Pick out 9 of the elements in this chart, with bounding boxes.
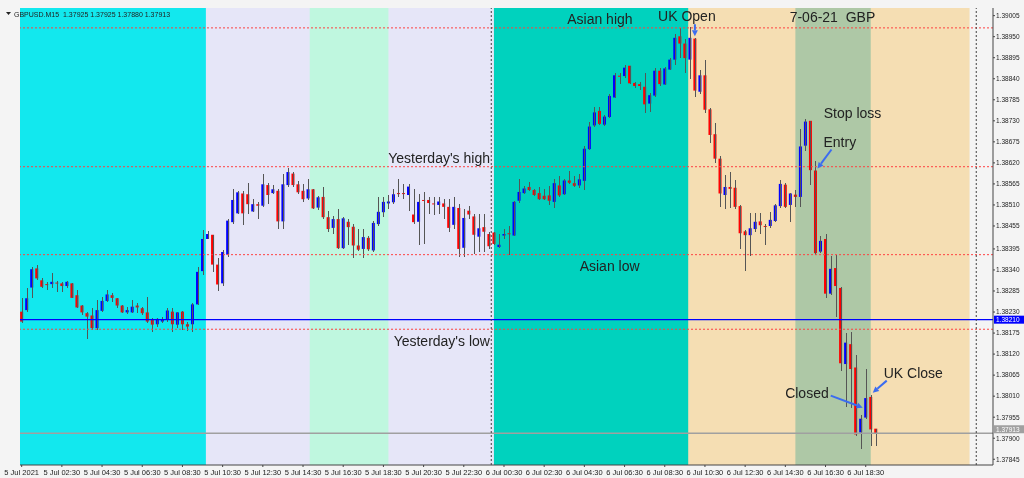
annotation: Stop loss <box>823 105 882 121</box>
annotation: Closed <box>785 384 829 401</box>
annotation: Entry <box>823 133 857 150</box>
ref-line-label: Yesterday's high <box>388 149 490 166</box>
ref-line-label: Yesterday's low <box>393 333 491 350</box>
ref-line-label: Asian low <box>579 257 641 274</box>
annotation: UK Close <box>883 364 944 381</box>
ref-line-label: Asian high <box>567 10 633 27</box>
annotation: 7-06-21 GBP <box>789 9 876 25</box>
